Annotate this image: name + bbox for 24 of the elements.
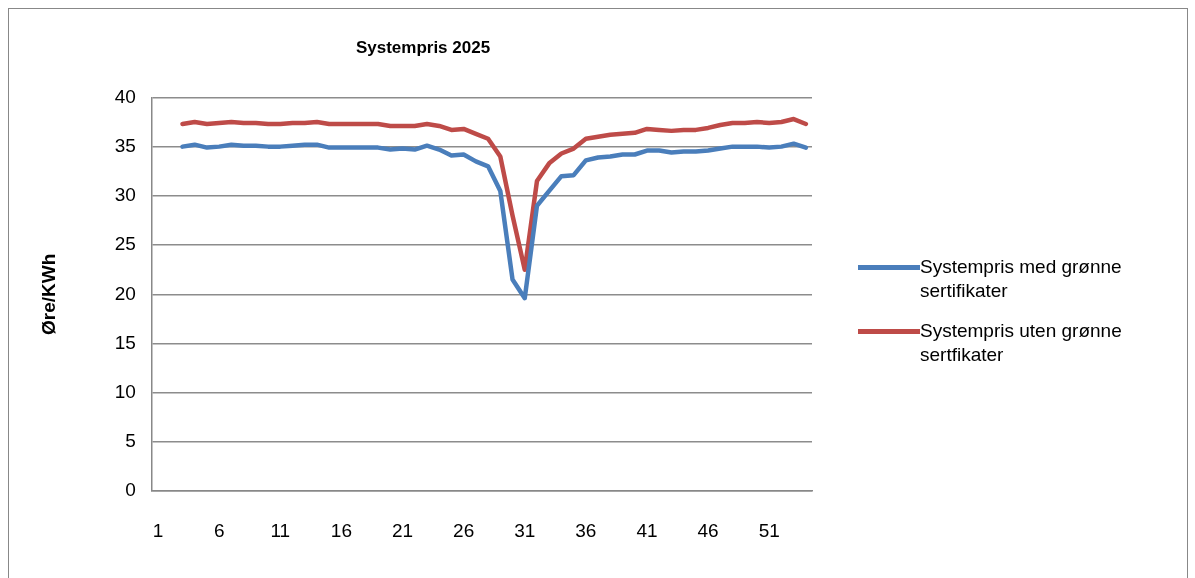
y-tick-label: 40 — [114, 85, 136, 107]
legend-label: Systempris uten grønne sertfikater — [920, 319, 1123, 367]
y-tick-label: 15 — [114, 331, 136, 353]
x-tick-label: 21 — [391, 519, 414, 541]
y-axis-title: Øre/KWh — [37, 253, 59, 335]
y-tick-label: 35 — [114, 134, 136, 156]
x-tick-label: 6 — [213, 519, 225, 541]
y-tick-label: 5 — [125, 430, 136, 452]
x-tick-label: 46 — [697, 519, 719, 541]
x-tick-label: 26 — [453, 519, 475, 541]
x-tick-label: 1 — [152, 519, 164, 541]
x-tick-label: 41 — [636, 519, 658, 541]
legend-label: Systempris med grønne sertifikater — [920, 255, 1123, 303]
y-tick-label: 20 — [114, 282, 136, 304]
chart-title: Systempris 2025 — [355, 37, 491, 57]
x-tick-label: 16 — [330, 519, 352, 541]
x-tick-label: 11 — [270, 519, 291, 541]
y-tick-label: 25 — [114, 233, 136, 255]
y-tick-label: 10 — [114, 380, 136, 402]
x-tick-label: 31 — [514, 519, 536, 541]
y-tick-label: 0 — [125, 479, 136, 501]
y-tick-label: 30 — [114, 184, 136, 206]
x-tick-label: 51 — [758, 519, 780, 541]
x-tick-label: 36 — [575, 519, 597, 541]
